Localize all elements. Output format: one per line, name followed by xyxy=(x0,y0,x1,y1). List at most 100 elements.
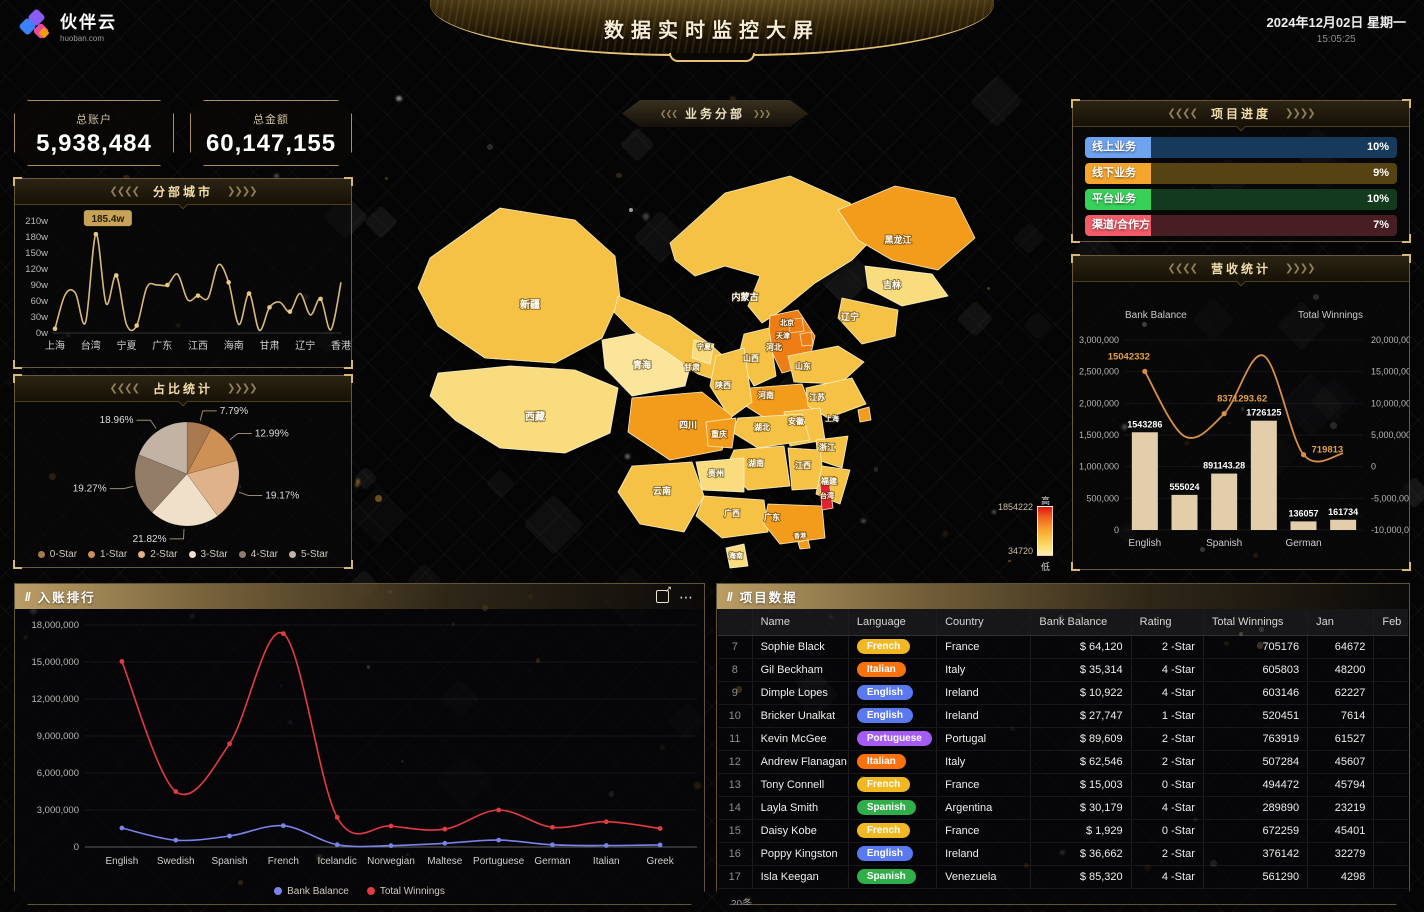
export-icon[interactable] xyxy=(656,590,669,603)
table-row[interactable]: 7 Sophie Black French France $ 64,120 2 -Star… xyxy=(718,635,1408,658)
legend-low-label: 低 xyxy=(1041,562,1051,572)
map-province[interactable] xyxy=(797,539,811,550)
table-column-header[interactable]: Jan xyxy=(1308,609,1374,635)
income-chart-legend: Bank Balance Total Winnings xyxy=(15,886,704,897)
legend-item[interactable]: 1-Star xyxy=(88,549,127,560)
pie-slice[interactable] xyxy=(138,421,188,475)
map-province[interactable] xyxy=(787,345,865,385)
panel-income-ranking: // 入账排行 ⋯ 0 3,000,000 6,000,000 9,000,000 12… xyxy=(14,583,705,905)
map-province-label: 重庆 xyxy=(711,429,727,439)
pie-slice[interactable] xyxy=(186,427,238,475)
table-row[interactable]: 13 Tony Connell French France $ 15,003 0 -Sta… xyxy=(718,773,1408,796)
table-row[interactable]: 16 Poppy Kingston English Ireland $ 36,662 2 … xyxy=(718,842,1408,865)
table-column-header[interactable]: Language xyxy=(848,609,936,635)
legend-item[interactable]: 5-Star xyxy=(288,549,328,560)
svg-text:18.96%: 18.96% xyxy=(100,415,134,426)
table-column-header[interactable]: Country xyxy=(937,609,1031,635)
map-province[interactable] xyxy=(627,391,733,461)
legend-item[interactable]: Bank Balance xyxy=(274,886,349,897)
table-row[interactable]: 10 Bricker Unalkat English Ireland $ 27,747 1… xyxy=(718,704,1408,727)
legend-item[interactable]: 3-Star xyxy=(188,549,228,560)
legend-item[interactable]: Total Winnings xyxy=(367,886,445,897)
map-province[interactable] xyxy=(695,495,769,539)
legend-item[interactable]: 2-Star xyxy=(138,549,178,560)
table-column-header[interactable] xyxy=(718,609,752,635)
revenue-bar[interactable] xyxy=(1330,519,1357,530)
map-province-label: 福建 xyxy=(820,476,838,486)
svg-text:-10,000,000: -10,000,000 xyxy=(1371,525,1409,535)
table-row[interactable]: 9 Dimple Lopes English Ireland $ 10,922 4 -St… xyxy=(718,681,1408,704)
svg-text:1,000,000: 1,000,000 xyxy=(1079,462,1119,472)
more-menu-icon[interactable]: ⋯ xyxy=(679,588,694,605)
table-row[interactable]: 12 Andrew Flanagan Italian Italy $ 62,546 2 -… xyxy=(718,750,1408,773)
star-ratio-pie-chart: 7.79% 12.99% 19.17% 21.82% 19.27% 18.96% xyxy=(73,406,300,545)
table-column-header[interactable]: Name xyxy=(752,609,848,635)
legend-item[interactable]: 0-Star xyxy=(37,549,77,560)
map-province[interactable] xyxy=(695,457,745,493)
table-column-header[interactable]: Bank Balance xyxy=(1031,609,1131,635)
legend-gradient-bar xyxy=(1037,506,1053,556)
svg-text:Greek: Greek xyxy=(646,856,674,867)
map-province-label: 浙江 xyxy=(819,442,835,452)
stat-card-total-amount: 总金额 60,147,155 xyxy=(190,100,352,166)
svg-text:江西: 江西 xyxy=(188,340,208,352)
revenue-bar[interactable] xyxy=(1131,432,1158,530)
table-row[interactable]: 15 Daisy Kobe French France $ 1,929 0 -Star 67… xyxy=(718,819,1408,842)
branch-line xyxy=(54,233,342,332)
title-banner: 数据实时监控大屏 xyxy=(430,0,994,62)
table-row[interactable]: 8 Gil Beckham Italian Italy $ 35,314 4 -Star 6… xyxy=(718,658,1408,681)
table-column-header[interactable]: Rating xyxy=(1131,609,1203,635)
revenue-bar[interactable] xyxy=(1290,521,1317,530)
revenue-bar[interactable] xyxy=(1171,494,1198,530)
map-province-label: 安徽 xyxy=(788,416,805,426)
legend-item[interactable]: 4-Star xyxy=(238,549,278,560)
map-province[interactable] xyxy=(709,347,753,419)
map-province[interactable] xyxy=(819,480,834,511)
panel-title: 项目数据 xyxy=(739,591,798,605)
panel-header: ❮❮❮❮ 分部城市 ❯❯❯❯ xyxy=(15,179,351,205)
map-province[interactable] xyxy=(417,207,621,364)
progress-label: 线上业务 xyxy=(1092,141,1136,153)
svg-text:3,000,000: 3,000,000 xyxy=(37,805,79,816)
map-province[interactable] xyxy=(669,175,876,324)
map-province-label: 北京 xyxy=(780,318,794,327)
panel-revenue: ❮❮❮❮ 营收统计 ❯❯❯❯ Bank Balance Total Winning… xyxy=(1071,254,1419,571)
chart-tooltip xyxy=(83,210,132,227)
map-province[interactable] xyxy=(805,377,867,419)
map-province[interactable] xyxy=(857,406,872,423)
table-column-header[interactable]: Feb xyxy=(1374,609,1408,635)
svg-text:1726125: 1726125 xyxy=(1246,408,1281,418)
svg-text:6,000,000: 6,000,000 xyxy=(37,768,79,779)
table-row[interactable]: 14 Layla Smith Spanish Argentina $ 30,179 4 -… xyxy=(718,796,1408,819)
map-province[interactable] xyxy=(837,297,899,345)
map-province[interactable] xyxy=(864,265,949,307)
svg-text:15,000,000: 15,000,000 xyxy=(31,657,79,668)
table-column-header[interactable]: Total Winnings xyxy=(1203,609,1307,635)
svg-text:1543286: 1543286 xyxy=(1127,419,1162,429)
map-province[interactable] xyxy=(691,339,715,365)
map-province-label: 吉林 xyxy=(883,279,902,290)
map-province[interactable] xyxy=(429,365,619,454)
map-province[interactable] xyxy=(837,185,976,271)
slashes-icon: // xyxy=(25,589,30,604)
pie-slice[interactable] xyxy=(134,454,188,513)
map-province[interactable] xyxy=(617,461,705,533)
panel-branch-cities: ❮❮❮❮ 分部城市 ❯❯❯❯ 0w 30w 60w 90w 120w 150w 180w 21… xyxy=(13,177,353,369)
progress-label: 平台业务 xyxy=(1092,193,1136,205)
map-province[interactable] xyxy=(787,317,805,334)
revenue-bar[interactable] xyxy=(1250,420,1277,530)
map-province[interactable] xyxy=(799,331,814,347)
pie-slice[interactable] xyxy=(151,473,219,527)
svg-text:Total Winnings: Total Winnings xyxy=(1298,310,1363,321)
map-province[interactable] xyxy=(725,543,749,569)
map-province-label: 新疆 xyxy=(520,298,540,311)
table-row[interactable]: 11 Kevin McGee Portuguese Portugal $ 89,609 2… xyxy=(718,727,1408,750)
map-province-label: 上海 xyxy=(825,414,839,423)
pie-slice[interactable] xyxy=(186,421,212,475)
pie-slice[interactable] xyxy=(186,460,240,517)
table-row[interactable]: 17 Isla Keegan Spanish Venezuela $ 85,320 4 -… xyxy=(718,865,1408,888)
language-badge: French xyxy=(857,639,910,654)
revenue-bar[interactable] xyxy=(1211,473,1238,530)
map-province[interactable] xyxy=(705,417,737,449)
